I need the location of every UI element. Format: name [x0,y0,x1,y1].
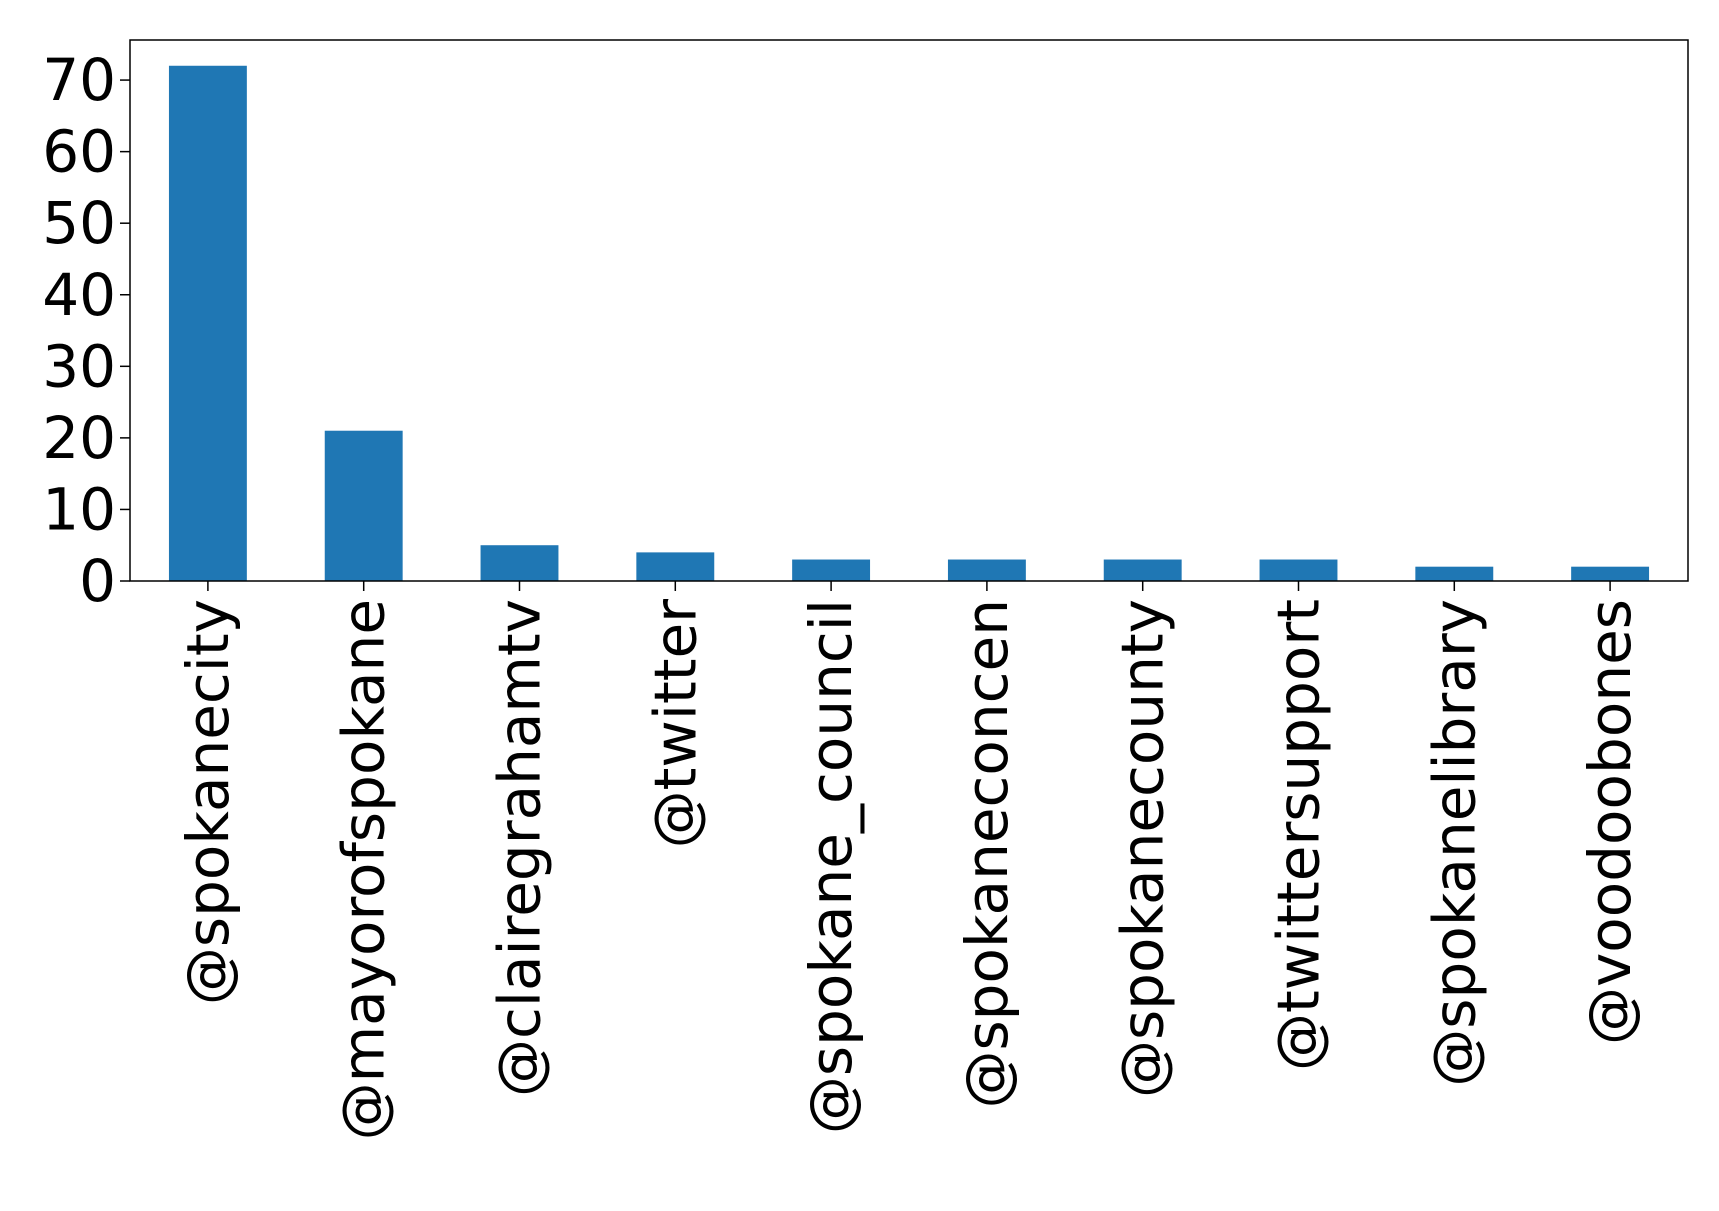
bar-1 [324,430,403,581]
y-tick-label: 70 [42,46,116,114]
bar-4 [792,559,871,581]
bar-0 [168,65,247,581]
x-tick-label: @spokanelibrary [1420,599,1488,1087]
x-tick-label: @spokane_council [797,599,865,1134]
y-tick-label: 60 [42,118,116,186]
bar-6 [1103,559,1182,581]
bars-layer [168,65,1650,581]
x-tick-label: @voodoobones [1576,599,1644,1045]
y-tick-label: 40 [42,261,116,329]
y-tick-label: 50 [42,189,116,257]
x-tick-label: @twittersupport [1265,599,1333,1071]
y-tick-label: 10 [42,475,116,543]
y-tick-label: 20 [42,404,116,472]
x-tick-label: @spokanecounty [1109,599,1177,1098]
bar-7 [1259,559,1338,581]
bar-9 [1571,566,1650,581]
bar-8 [1415,566,1494,581]
plot-area-frame [129,39,1689,582]
x-tick-label: @mayorofspokane [330,599,398,1140]
y-tick-label: 30 [42,332,116,400]
x-tick-label: @spokanecity [174,599,242,1005]
x-axis-ticks: @spokanecity @mayorofspokane @clairegraham… [174,581,1644,1140]
x-tick-label: @clairegrahamtv [486,599,554,1097]
bar-2 [480,545,559,581]
y-tick-label: 0 [79,547,116,615]
bar-5 [947,559,1026,581]
bar-3 [636,552,715,581]
x-tick-label: @spokaneconcen [953,599,1021,1109]
x-tick-label: @twitter [641,599,709,848]
